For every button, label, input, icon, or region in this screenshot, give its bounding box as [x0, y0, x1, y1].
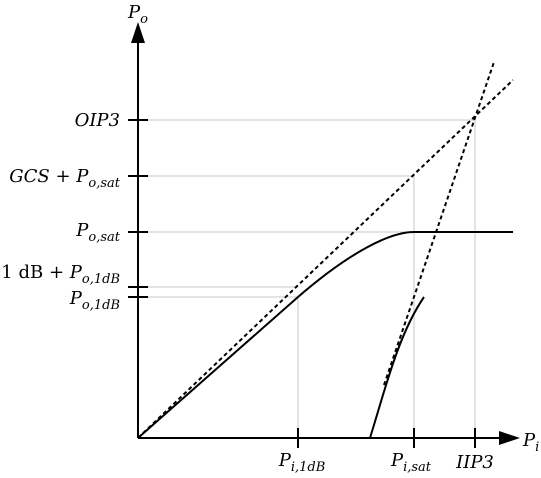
fundamental-extrapolation-line	[137, 79, 514, 439]
y-label-po-sat: Po,sat	[75, 220, 121, 245]
third-order-output-curve	[369, 296, 425, 439]
x-axis-label: Pi	[522, 430, 539, 455]
y-label-oip3: OIP3	[75, 110, 120, 131]
x-axis-arrowhead	[499, 431, 520, 445]
y-axis-arrowhead	[131, 22, 145, 43]
y-label-p1db: Po,1dB	[69, 288, 120, 313]
x-label-pisat: Pi,sat	[390, 450, 432, 475]
y-label-gcs: GCS + Po,sat	[9, 166, 121, 191]
third-order-extrapolation-line	[383, 61, 495, 386]
fundamental-output-curve	[137, 231, 513, 439]
x-label-iip3: IIP3	[455, 452, 494, 473]
y-axis-label: Po	[127, 2, 148, 27]
y-label-1db-plus: 1 dB + Po,1dB	[1, 262, 120, 287]
x-label-pi1db: Pi,1dB	[278, 450, 326, 475]
